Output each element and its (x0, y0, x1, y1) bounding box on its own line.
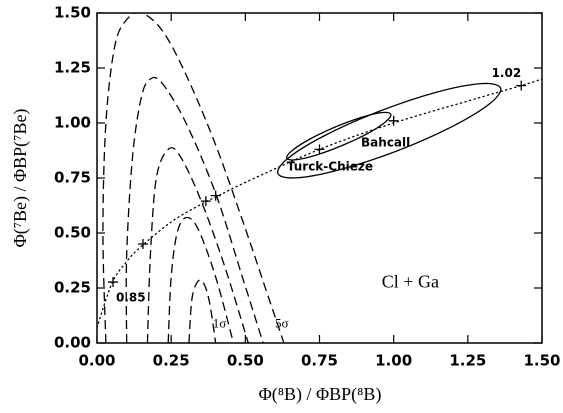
x-tick-label: 0.50 (227, 352, 264, 370)
y-tick-label: 1.50 (54, 4, 91, 22)
annotation: 1.02 (492, 66, 522, 80)
annotation: 5σ (275, 315, 289, 330)
plot-frame (96, 12, 543, 344)
y-tick-label: 1.25 (54, 59, 91, 77)
contour-ellipse (286, 111, 392, 161)
annotation: Cl + Ga (382, 272, 439, 292)
y-tick-label: 0.00 (54, 334, 91, 352)
x-tick-label: 0.75 (301, 352, 338, 370)
y-tick-label: 1.00 (54, 114, 91, 132)
x-tick-label: 0.25 (153, 352, 190, 370)
x-tick-label: 1.50 (523, 352, 560, 370)
dashed-contour (125, 76, 264, 343)
dashed-contour (102, 13, 285, 343)
dotted-curve (97, 78, 542, 329)
x-tick-label: 0.00 (78, 352, 115, 370)
dashed-contour (167, 216, 235, 343)
x-axis-label: Φ(⁸B) / ΦBP(⁸B) (259, 384, 382, 405)
cross-marker (108, 277, 119, 288)
annotation: Bahcall (361, 135, 410, 149)
annotation: Turck-Chieze (287, 160, 373, 174)
y-tick-label: 0.50 (54, 224, 91, 242)
dashed-contour (146, 147, 249, 343)
cross-marker (516, 80, 527, 91)
dashed-contour (188, 279, 217, 343)
cross-marker (200, 196, 211, 207)
cross-marker (388, 115, 399, 126)
cross-marker (137, 239, 148, 249)
x-tick-label: 1.00 (375, 352, 412, 370)
cross-marker (314, 144, 325, 155)
cross-marker (210, 190, 221, 201)
annotation: 1σ (213, 315, 227, 330)
plot-area (97, 13, 542, 343)
annotation: 0.85 (116, 290, 146, 304)
x-tick-label: 1.25 (449, 352, 486, 370)
y-tick-label: 0.75 (54, 169, 91, 187)
y-axis-label: Φ(⁷Be) / ΦBP(⁷Be) (10, 109, 31, 248)
contour-ellipse (277, 82, 502, 179)
y-tick-label: 0.25 (54, 279, 91, 297)
